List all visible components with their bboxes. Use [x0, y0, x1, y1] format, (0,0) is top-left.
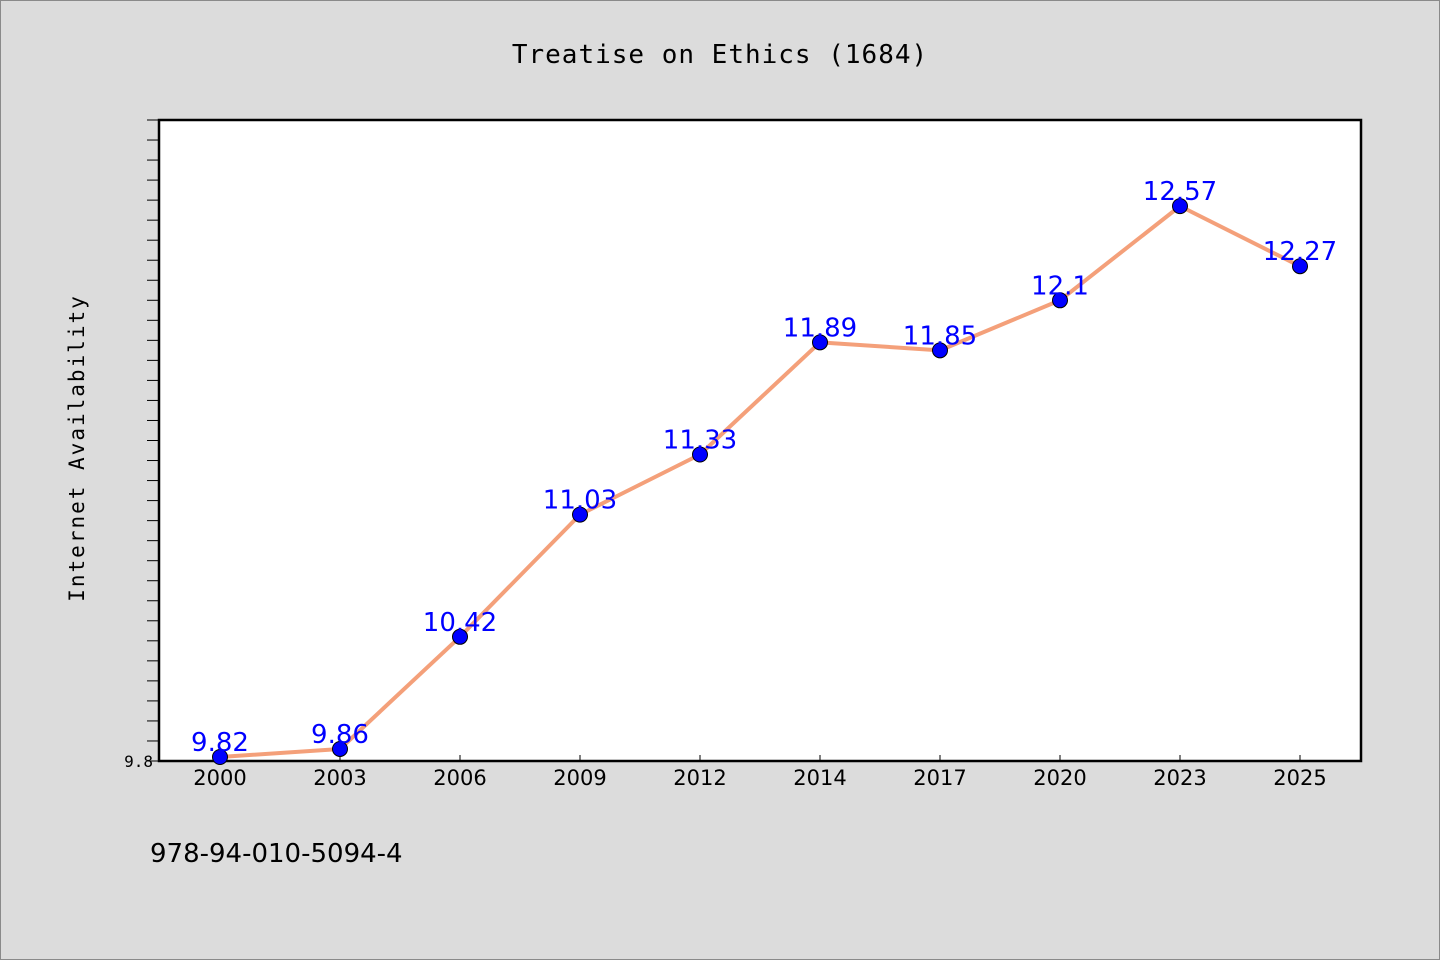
- data-label: 12.27: [1263, 237, 1337, 267]
- data-point-marker: [332, 740, 348, 757]
- series-line: [218, 204, 1302, 759]
- series-line-group: [218, 204, 1302, 759]
- data-label: 9.82: [191, 728, 249, 758]
- x-tick-label: 2023: [1153, 766, 1206, 790]
- data-label: 11.03: [543, 486, 617, 516]
- data-label: 10.42: [423, 608, 497, 638]
- x-axis-ticks: 2000 2003 2006 2009 2012 2014 2017 2020 2023 2025: [193, 755, 1327, 790]
- x-tick-label: 2020: [1033, 766, 1086, 790]
- isbn-text: 978-94-010-5094-4: [150, 839, 403, 869]
- data-labels: 9.82 9.86 10.42 11.03 11.33 11.89 11.85 12.1 12.…: [191, 177, 1337, 758]
- data-point-marker: [212, 748, 228, 765]
- y-tick-label: 9.8: [124, 752, 153, 771]
- x-tick-label: 2025: [1273, 766, 1326, 790]
- plot-area: [157, 118, 1363, 763]
- data-label: 12.1: [1031, 271, 1089, 301]
- x-tick-label: 2017: [913, 766, 966, 790]
- data-point-marker: [932, 342, 948, 359]
- chart-title: Treatise on Ethics (1684): [512, 40, 928, 70]
- y-axis-ticks: 9.8: [124, 119, 159, 771]
- data-label: 11.33: [663, 426, 737, 456]
- y-axis-label: Internet Availability: [65, 294, 89, 602]
- x-tick-label: 2006: [433, 766, 486, 790]
- data-markers: [212, 198, 1308, 765]
- data-point-marker: [452, 628, 468, 645]
- x-tick-label: 2000: [193, 766, 246, 790]
- data-point-marker: [812, 334, 828, 351]
- data-label: 9.86: [311, 720, 369, 750]
- data-label: 12.57: [1143, 177, 1217, 207]
- x-tick-label: 2003: [313, 766, 366, 790]
- data-label: 11.85: [903, 321, 977, 351]
- x-tick-label: 2012: [673, 766, 726, 790]
- data-point-marker: [1292, 258, 1308, 275]
- data-point-marker: [692, 446, 708, 463]
- data-label: 11.89: [783, 313, 857, 343]
- data-point-marker: [572, 506, 588, 523]
- x-tick-label: 2009: [553, 766, 606, 790]
- data-point-marker: [1052, 292, 1068, 309]
- data-point-marker: [1172, 198, 1188, 215]
- x-tick-label: 2014: [793, 766, 846, 790]
